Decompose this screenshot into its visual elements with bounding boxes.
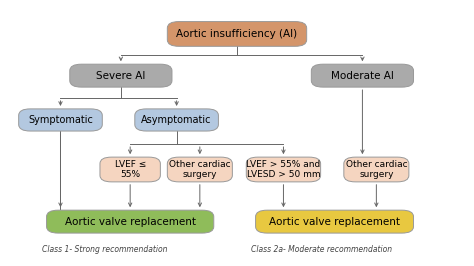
FancyBboxPatch shape — [311, 64, 413, 87]
FancyBboxPatch shape — [167, 157, 232, 182]
Text: Other cardiac
surgery: Other cardiac surgery — [346, 160, 407, 179]
FancyBboxPatch shape — [135, 109, 219, 131]
Text: Moderate AI: Moderate AI — [331, 71, 394, 81]
Text: Aortic insufficiency (AI): Aortic insufficiency (AI) — [176, 29, 298, 39]
FancyBboxPatch shape — [46, 210, 214, 233]
Text: LVEF > 55% and
LVESD > 50 mm: LVEF > 55% and LVESD > 50 mm — [246, 160, 320, 179]
FancyBboxPatch shape — [255, 210, 413, 233]
Text: Other cardiac
surgery: Other cardiac surgery — [169, 160, 231, 179]
FancyBboxPatch shape — [18, 109, 102, 131]
Text: Aortic valve replacement: Aortic valve replacement — [64, 217, 196, 227]
Text: Class 1- Strong recommendation: Class 1- Strong recommendation — [42, 245, 167, 254]
FancyBboxPatch shape — [246, 157, 320, 182]
FancyBboxPatch shape — [344, 157, 409, 182]
FancyBboxPatch shape — [70, 64, 172, 87]
Text: Aortic valve replacement: Aortic valve replacement — [269, 217, 400, 227]
Text: Symptomatic: Symptomatic — [28, 115, 93, 125]
Text: Severe AI: Severe AI — [96, 71, 146, 81]
Text: Class 2a- Moderate recommendation: Class 2a- Moderate recommendation — [251, 245, 392, 254]
Text: LVEF ≤
55%: LVEF ≤ 55% — [115, 160, 146, 179]
FancyBboxPatch shape — [167, 22, 307, 46]
Text: Asymptomatic: Asymptomatic — [141, 115, 212, 125]
FancyBboxPatch shape — [100, 157, 160, 182]
